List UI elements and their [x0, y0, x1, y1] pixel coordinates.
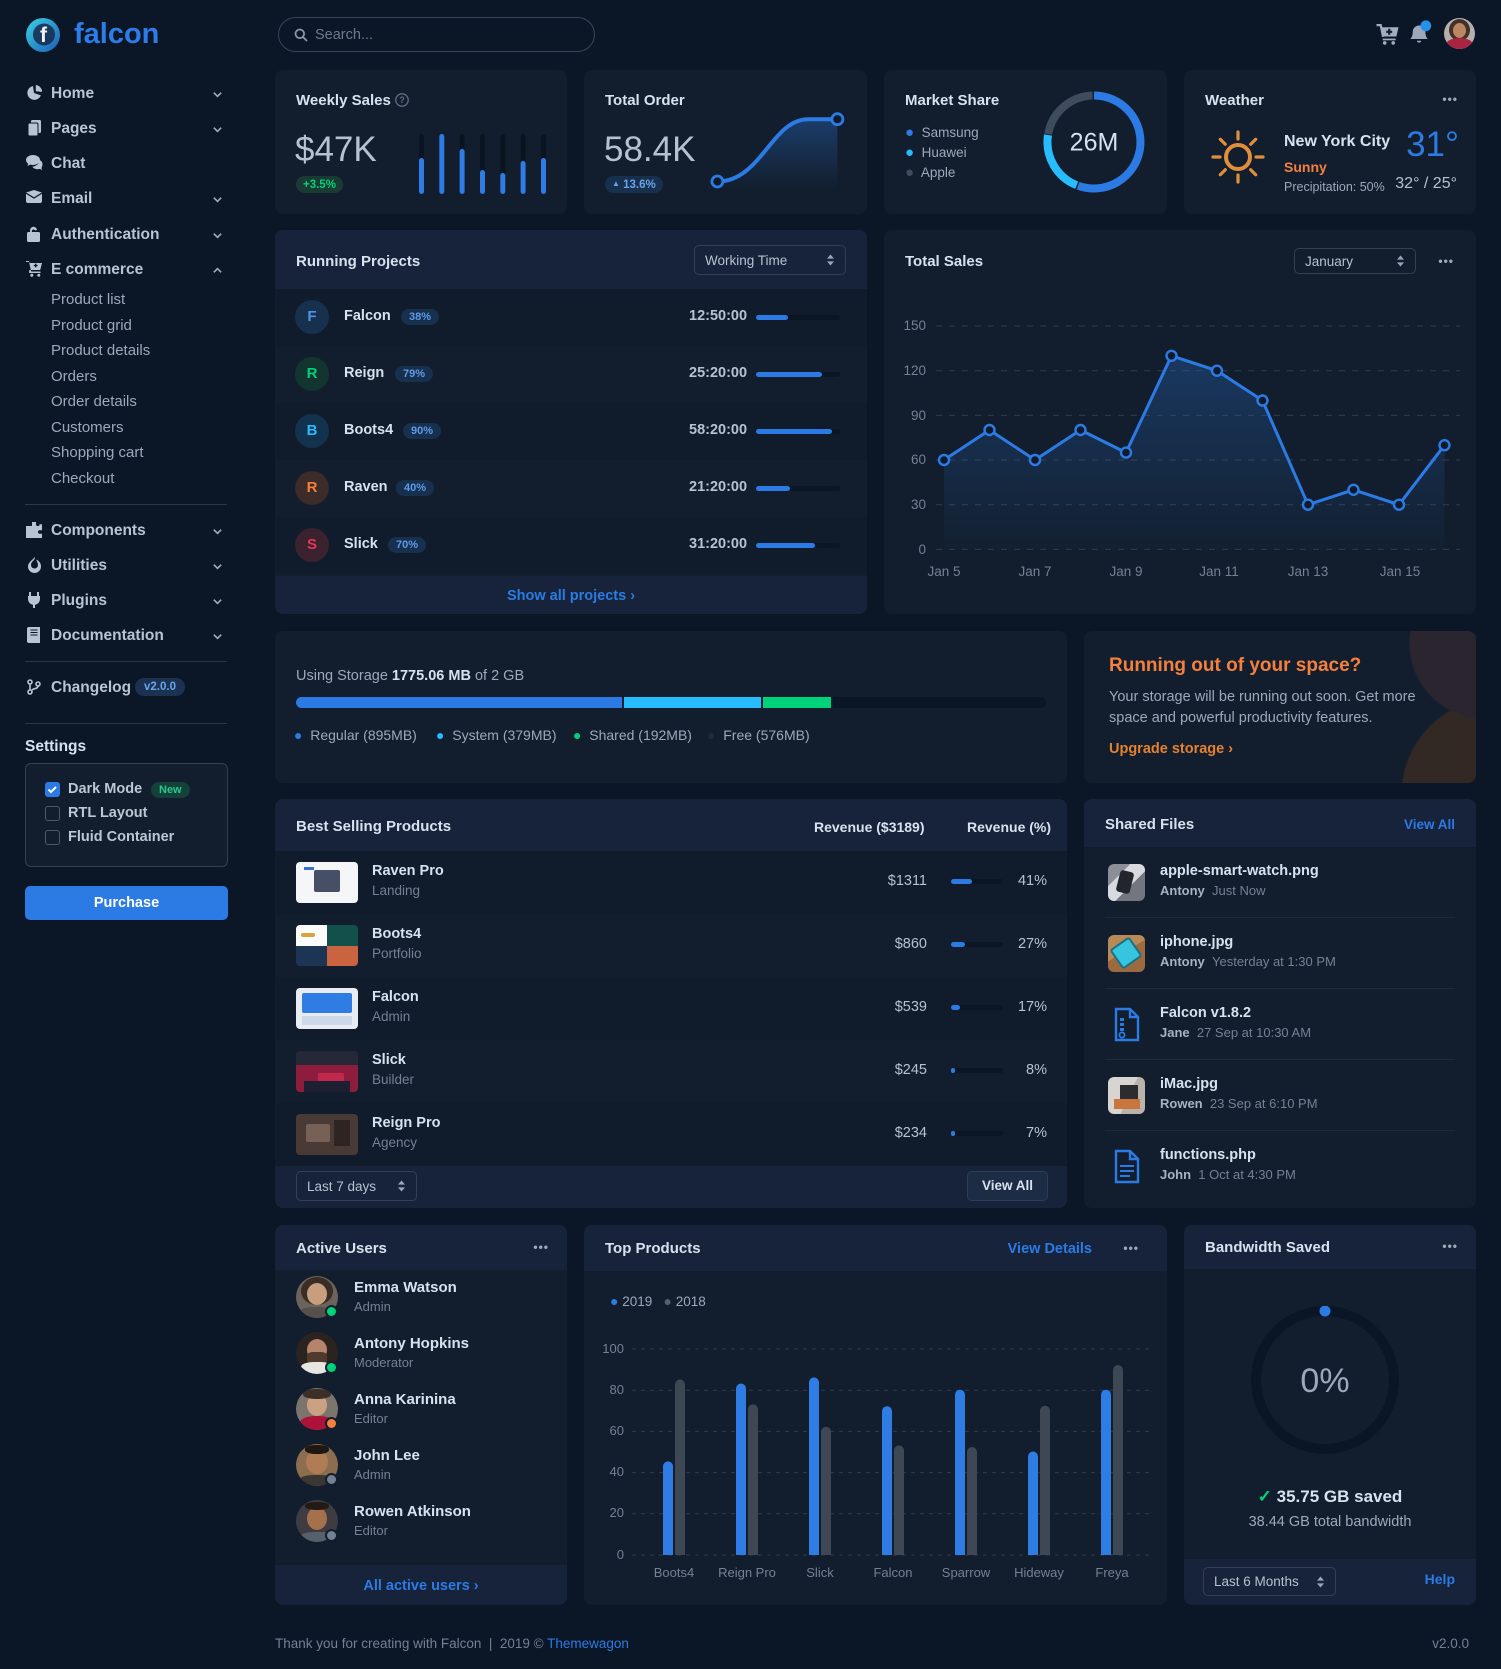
svg-text:Jan 5: Jan 5	[927, 564, 960, 579]
svg-text:Freya: Freya	[1095, 1565, 1129, 1580]
svg-text:90: 90	[911, 408, 926, 423]
svg-text:0: 0	[617, 1547, 624, 1562]
svg-text:40: 40	[610, 1464, 624, 1479]
svg-text:Slick: Slick	[806, 1565, 834, 1580]
svg-text:20: 20	[610, 1505, 624, 1520]
svg-text:150: 150	[903, 318, 926, 333]
svg-text:Jan 11: Jan 11	[1199, 564, 1239, 579]
svg-text:Falcon: Falcon	[873, 1565, 912, 1580]
svg-text:60: 60	[610, 1423, 624, 1438]
svg-text:Sparrow: Sparrow	[942, 1565, 991, 1580]
svg-text:26M: 26M	[1070, 129, 1119, 157]
svg-text:Jan 9: Jan 9	[1109, 564, 1142, 579]
svg-text:Jan 7: Jan 7	[1018, 564, 1051, 579]
svg-text:Jan 13: Jan 13	[1288, 564, 1329, 579]
svg-text:?: ?	[399, 95, 405, 105]
svg-text:Reign Pro: Reign Pro	[718, 1565, 776, 1580]
svg-text:Hideway: Hideway	[1014, 1565, 1064, 1580]
svg-text:100: 100	[602, 1341, 624, 1356]
svg-text:80: 80	[610, 1382, 624, 1397]
svg-text:120: 120	[903, 363, 926, 378]
svg-text:30: 30	[911, 497, 926, 512]
svg-text:Jan 15: Jan 15	[1380, 564, 1421, 579]
svg-text:f: f	[40, 24, 48, 47]
svg-text:Boots4: Boots4	[654, 1565, 694, 1580]
svg-text:0: 0	[918, 542, 926, 557]
svg-text:0%: 0%	[1300, 1362, 1349, 1400]
svg-text:60: 60	[911, 452, 926, 467]
